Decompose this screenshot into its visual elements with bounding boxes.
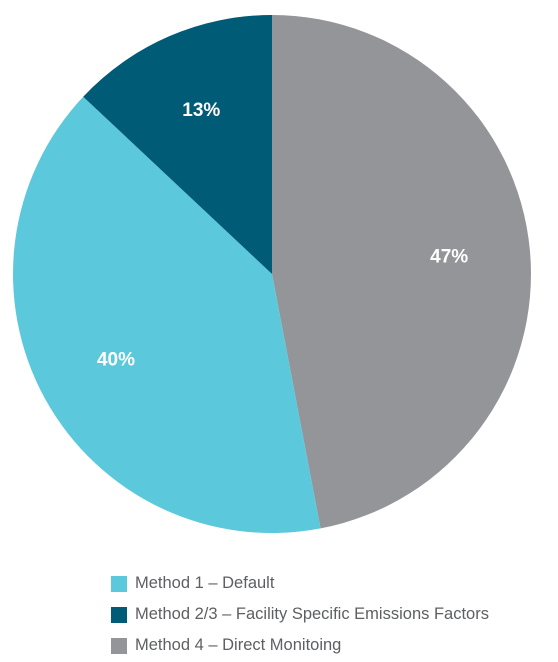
legend-item-method-4: Method 4 – Direct Monitoing [111, 630, 489, 661]
legend-label-method-1: Method 1 – Default [135, 574, 275, 592]
legend-item-method-1: Method 1 – Default [111, 568, 489, 599]
pie-slice-label-1: 40% [97, 349, 135, 370]
legend-swatch-method-1 [111, 575, 127, 592]
legend-swatch-method-2-3 [111, 606, 127, 623]
legend-swatch-method-4 [111, 637, 127, 654]
pie-slice-label-0: 47% [430, 247, 468, 268]
pie-chart: 47% 40% 13% [13, 15, 531, 533]
pie-slice-label-2: 13% [182, 100, 220, 121]
pie-slice-labels: 47% 40% 13% [97, 100, 468, 370]
legend-label-method-4: Method 4 – Direct Monitoing [135, 636, 342, 654]
pie-slice-40-1 [13, 96, 321, 533]
legend-label-method-2-3: Method 2/3 – Facility Specific Emissions… [135, 605, 489, 623]
pie-slices [13, 15, 531, 533]
legend: Method 1 – Default Method 2/3 – Facility… [111, 568, 489, 661]
legend-item-method-2-3: Method 2/3 – Facility Specific Emissions… [111, 599, 489, 630]
pie-slice-13-2 [83, 15, 272, 274]
pie-slice-47-0 [272, 15, 531, 529]
